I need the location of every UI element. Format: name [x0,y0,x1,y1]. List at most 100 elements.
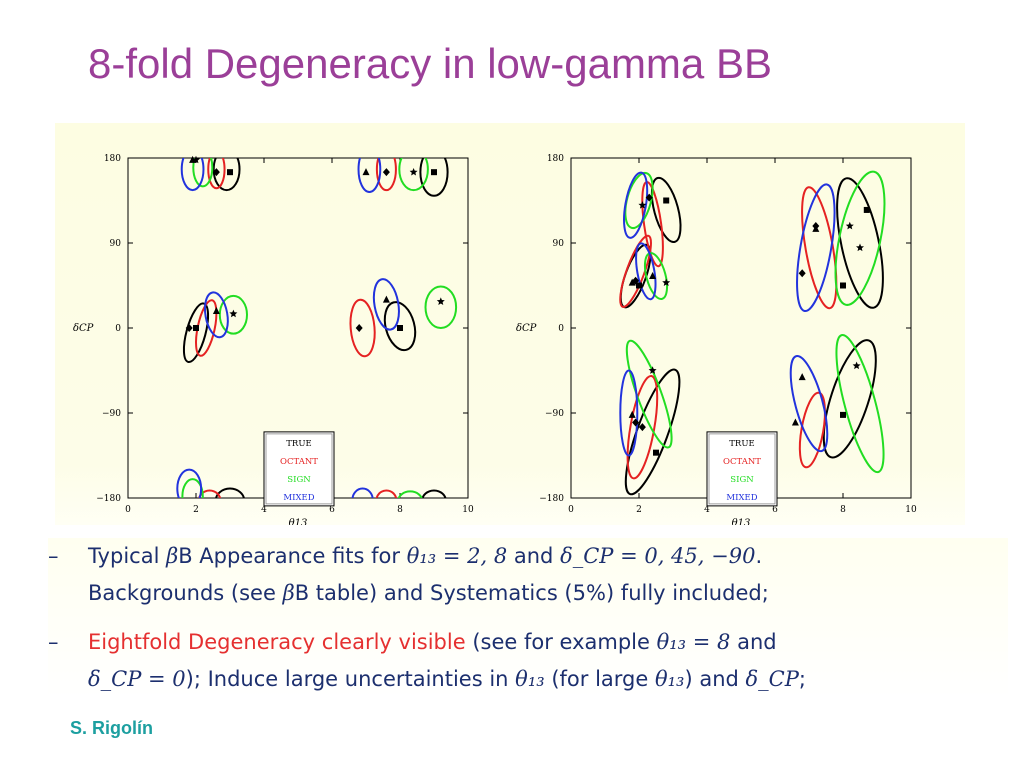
text-run: Backgrounds (see [88,581,283,605]
contour-true [822,339,877,459]
contour-mixed [372,278,400,331]
contours-group [619,170,886,496]
contour-true [182,302,210,364]
marker-true [431,169,437,176]
x-tick-label: 8 [397,505,403,515]
legend-entry: TRUE [729,439,754,449]
contour-sign [218,294,248,335]
contour-sign [181,478,204,498]
y-tick-label: 0 [115,324,121,334]
legend-box [263,431,335,507]
marker-sign [852,361,861,370]
marker-true [193,325,199,331]
marker-octant [638,423,646,432]
text-run: Typical [88,544,167,568]
marker-octant [632,418,640,427]
contour-mixed [176,468,203,498]
text-run: B table) and Systematics (5%) fully incl… [294,581,769,605]
legend-inner [708,433,776,505]
bullet-1-line-2: Backgrounds (see βB table) and Systemati… [88,575,1008,612]
plots-svg: 0 2 4 6 8 10 180 90 0 −90 −180 θ13 δCP TRUE OCTANT SIGN… [73,154,917,525]
chart-1: 0 2 4 6 8 10 180 90 0 −90 −180 θ13 δCP TRUE OCTANT SIGN… [73,154,474,525]
math-run: θ₁₃ = 8 [656,630,731,654]
legend-inner [265,433,333,505]
contour-mixed [623,171,649,239]
y-tick-label: 90 [553,239,565,249]
x-tick-label: 10 [462,505,474,515]
text-run: (for large [544,667,655,691]
marker-mixed [791,418,799,426]
text-run: and [730,630,777,654]
marker-true [840,282,846,289]
text-run: and [507,544,561,568]
legend-box [706,431,778,507]
y-axis-label: δCP [73,323,94,334]
marker-sign [662,278,671,287]
math-run: θ₁₃ [515,667,545,691]
marker-sign [436,297,445,305]
x-axis-label: θ13 [732,518,751,525]
marker-true [840,411,846,418]
marker-octant [212,168,220,177]
marker-true [227,169,233,176]
text-run: B Appearance fits for [178,544,407,568]
marker-true [636,282,642,289]
x-tick-label: 8 [840,505,846,515]
text-run: . [755,544,763,568]
contour-sign [424,285,458,330]
math-run: δ_CP = 0, 45, −90 [560,544,756,568]
marker-sign [409,167,418,176]
marker-sign [638,201,647,209]
contour-octant [798,391,826,469]
marker-sign [845,221,854,230]
marker-octant [645,193,653,202]
figure-panel: 0 2 4 6 8 10 180 90 0 −90 −180 θ13 δCP TRUE OCTANT SIGN… [55,123,965,525]
y-tick-label: 0 [558,324,564,334]
math-run: β [282,581,295,605]
contour-mixed [789,354,829,453]
marker-mixed [189,155,197,163]
math-run: θ₁₃ [654,667,685,691]
x-tick-label: 10 [905,505,917,515]
x-tick-label: 2 [636,505,642,515]
math-run: δ_CP = 0 [88,667,186,691]
contour-true [624,368,681,496]
x-tick-label: 4 [704,505,710,515]
x-tick-label: 6 [329,505,335,515]
contour-true [383,301,417,352]
contour-true [836,177,884,309]
x-tick-label: 4 [261,505,267,515]
bullet-list: – Typical βB Appearance fits for θ₁₃ = 2… [48,538,1008,698]
marker-mixed [628,410,636,418]
author-name: S. Rigolín [70,718,153,738]
contour-mixed [796,183,836,313]
marker-mixed [798,373,806,381]
legend-entry: OCTANT [723,457,761,467]
bullet-dash: – [48,630,59,654]
contour-sign [835,334,885,474]
math-run: θ₁₃ = 2, 8 [406,544,508,568]
contour-octant [198,489,222,498]
marker-mixed [812,224,820,232]
bullet-2-line-2: δ_CP = 0); Induce large uncertainties in… [88,661,1008,698]
bullet-2: – Eightfold Degeneracy clearly visible (… [48,624,1008,698]
marker-sign [648,366,657,374]
bullet-1-line-1: Typical βB Appearance fits for θ₁₃ = 2, … [88,538,1008,575]
bullet-2-line-1: Eightfold Degeneracy clearly visible (se… [88,624,1008,661]
legend-entry: SIGN [287,475,311,485]
contour-octant [207,158,226,190]
marker-true [863,206,870,213]
chart-2: 0 2 4 6 8 10 180 90 0 −90 −180 θ13 δCP TRUE OCTANT SIGN… [516,154,917,525]
marker-true [397,325,403,331]
contour-sign [397,490,423,498]
contour-mixed [619,369,639,457]
marker-octant [798,269,806,278]
legend-entry: SIGN [730,475,754,485]
bullet-1: – Typical βB Appearance fits for θ₁₃ = 2… [48,538,1008,612]
contour-sign [834,170,886,306]
y-tick-label: 180 [104,154,121,164]
marker-sign [229,309,238,318]
y-tick-label: −180 [539,494,564,504]
marker-true [663,197,670,204]
x-tick-label: 0 [125,505,131,515]
